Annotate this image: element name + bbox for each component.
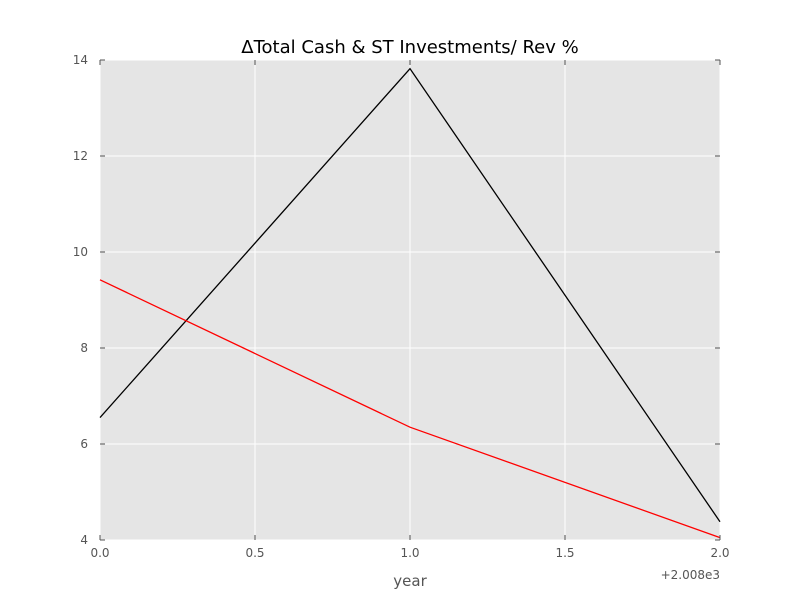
y-tick-label: 12 [73,149,88,163]
ticks-layer: 0.0 0.5 1.0 1.5 2.0 4 6 8 10 12 14 [73,53,730,560]
series-layer [99,67,721,539]
y-tick-label: 6 [80,437,88,451]
x-tick-label: 1.0 [400,546,419,560]
y-tick-label: 10 [73,245,88,259]
x-tick-label: 0.5 [245,546,264,560]
x-axis-offset-label: +2.008e3 [661,568,720,582]
series-line-2 [99,279,721,539]
y-tick-label: 4 [80,533,88,547]
y-tick-label: 8 [80,341,88,355]
y-tick-label: 14 [73,53,88,67]
series-line-1 [99,67,721,523]
x-tick-label: 1.5 [555,546,574,560]
x-axis-label: year [393,572,427,590]
chart-title: ΔTotal Cash & ST Investments/ Rev % [241,37,578,58]
x-tick-label: 2.0 [710,546,729,560]
x-tick-label: 0.0 [90,546,109,560]
